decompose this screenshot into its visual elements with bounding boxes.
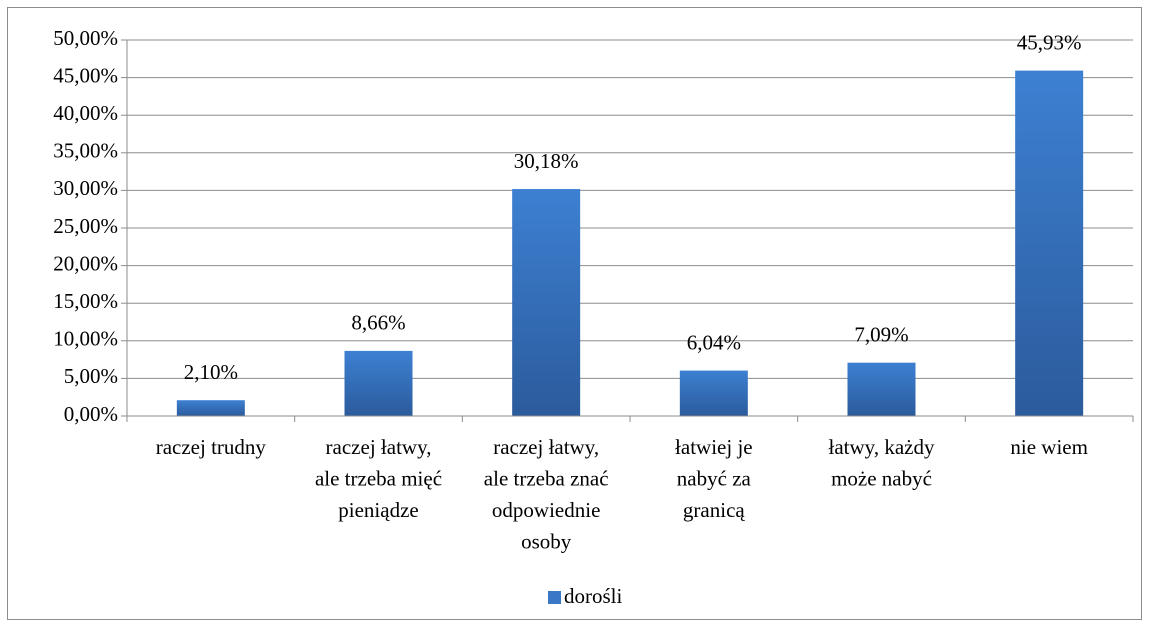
y-tick-label: 30,00% [53,176,118,200]
value-label: 6,04% [687,330,741,354]
bar [1015,70,1084,417]
x-tick-label: nie wiem [1010,435,1088,459]
bar [847,362,916,416]
bar [344,350,413,416]
x-tick-label: łatwy, każdy może nabyć [829,435,935,491]
x-tick-label: raczej trudny [156,435,267,459]
y-tick-label: 0,00% [64,402,118,426]
legend-label: dorośli [564,584,623,608]
value-label: 2,10% [184,360,238,384]
y-tick-label: 25,00% [53,214,118,238]
y-tick-label: 5,00% [64,364,118,388]
bar [176,400,245,416]
y-tick-label: 45,00% [53,63,118,87]
legend-swatch [548,591,561,604]
x-tick-label: łatwiej je nabyć za granicą [675,435,753,522]
y-tick-label: 50,00% [53,26,118,50]
value-label: 30,18% [514,149,579,173]
x-tick-label: raczej łatwy, ale trzeba mięć pieniądze [315,435,442,522]
y-tick-label: 10,00% [53,327,118,351]
y-tick-label: 15,00% [53,289,118,313]
value-label: 7,09% [854,322,908,346]
y-tick-label: 35,00% [53,139,118,163]
value-label: 45,93% [1017,30,1082,54]
y-tick-label: 20,00% [53,251,118,275]
value-label: 8,66% [351,311,405,335]
bar [512,189,581,416]
y-tick-label: 40,00% [53,101,118,125]
bar [679,370,748,416]
x-tick-label: raczej łatwy, ale trzeba znać odpowiednie o… [484,435,609,554]
